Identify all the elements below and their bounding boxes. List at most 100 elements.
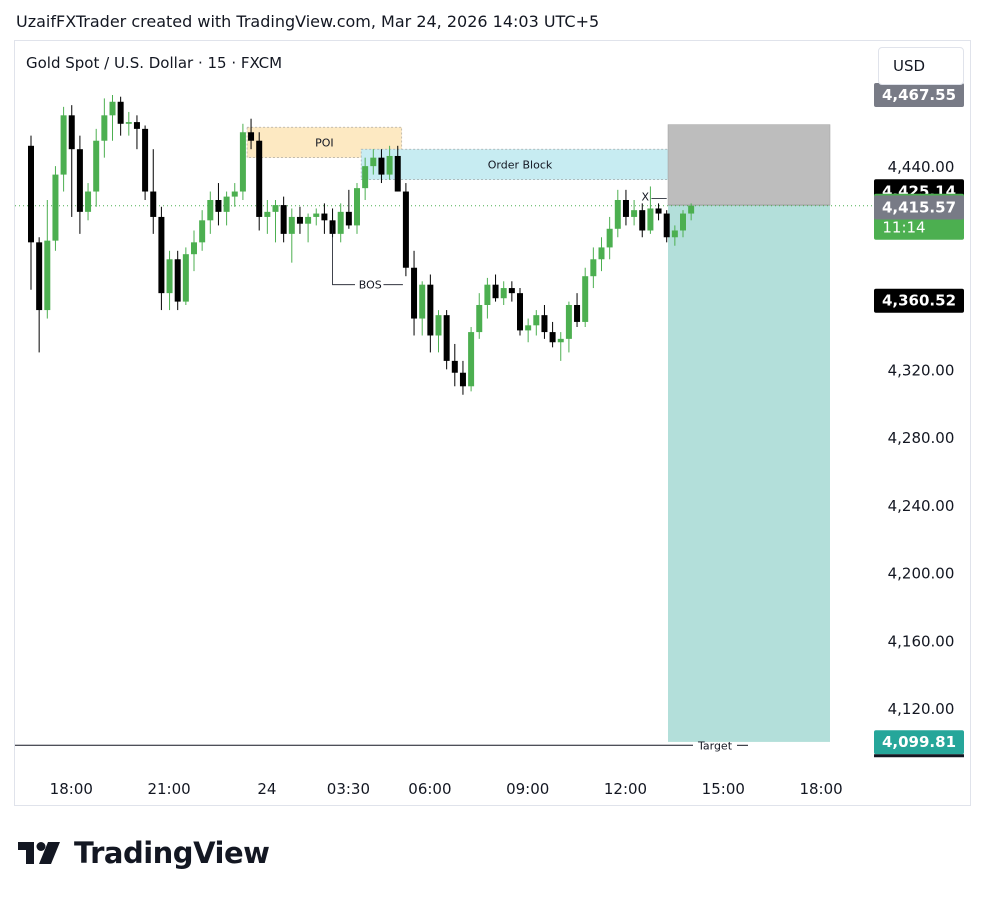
candle-down <box>427 284 434 336</box>
zone-label: POI <box>315 136 334 149</box>
price-label-box <box>874 83 964 107</box>
candle-up <box>386 155 393 175</box>
candle-up <box>565 304 572 339</box>
candle-up <box>93 140 100 192</box>
candle-down <box>402 191 409 268</box>
candle-down <box>517 293 523 331</box>
candle-up <box>582 276 589 322</box>
currency-label: USD <box>893 57 926 75</box>
time-tick-label: 18:00 <box>50 780 93 798</box>
candle-up <box>101 115 108 141</box>
currency-button[interactable]: USD <box>878 47 964 85</box>
candle-down <box>28 145 34 243</box>
candle-up <box>313 213 320 217</box>
zone-label: Order Block <box>488 158 553 171</box>
bos-line <box>332 225 355 286</box>
candle-up <box>557 338 564 343</box>
annotations-layer: BOS X Target <box>15 191 748 752</box>
price-axis: 4,440.00 4,320.00 4,280.00 4,240.00 4,200.00… <box>888 158 955 718</box>
candle-up <box>52 174 59 241</box>
time-tick-label: 12:00 <box>604 780 647 798</box>
symbol-title[interactable]: Gold Spot / U.S. Dollar · 15 · FXCM <box>26 54 283 72</box>
price-label-box <box>874 195 964 220</box>
time-tick-label: 09:00 <box>506 780 549 798</box>
candle-up <box>484 284 491 305</box>
candle-up <box>647 208 654 231</box>
candle-down <box>158 216 165 294</box>
price-tick-label: 4,440.00 <box>888 158 955 176</box>
candle-down <box>508 288 515 294</box>
target-label: Target <box>697 739 733 752</box>
price-tick-label: 4,280.00 <box>888 429 955 447</box>
candle-up <box>476 304 483 333</box>
candle-down <box>574 304 581 322</box>
candle-up <box>166 259 173 294</box>
candle-down <box>280 205 287 234</box>
candle-up <box>223 196 230 212</box>
candle-down <box>133 122 140 129</box>
candle-down <box>117 101 124 124</box>
candle-up <box>125 122 132 124</box>
candle-up <box>590 259 597 277</box>
candle-down <box>256 140 263 217</box>
candle-up <box>671 230 678 238</box>
candle-down <box>378 157 385 175</box>
time-tick-label: 03:30 <box>327 780 370 798</box>
candle-up <box>606 228 613 248</box>
candle-up <box>614 199 621 229</box>
candle-up <box>182 254 189 302</box>
bos-label: BOS <box>359 279 382 292</box>
candle-down <box>411 267 418 319</box>
price-labels-layer: 4,467.554,425.144,416.6411:144,415.574,3… <box>874 83 964 758</box>
candle-down <box>394 155 401 192</box>
time-tick-label: 15:00 <box>702 780 745 798</box>
candle-up <box>305 216 312 224</box>
price-tick-label: 4,320.00 <box>888 361 955 379</box>
candle-down <box>174 259 181 302</box>
candle-up <box>60 115 67 175</box>
candles-layer <box>28 95 695 395</box>
price-tick-label: 4,120.00 <box>888 700 955 718</box>
candle-up <box>109 101 116 116</box>
tradingview-logo[interactable]: TradingView <box>18 836 270 870</box>
candle-up <box>239 132 246 192</box>
brand-name: TradingView <box>74 836 270 870</box>
candle-up <box>525 325 532 331</box>
time-tick-label: 24 <box>257 780 276 798</box>
tradingview-logo-icon <box>18 842 60 864</box>
candle-down <box>36 242 43 311</box>
candle-up <box>191 242 197 255</box>
candle-up <box>288 216 295 234</box>
target-zone <box>668 205 830 742</box>
candle-down <box>549 332 556 343</box>
candle-down <box>150 191 157 217</box>
candle-up <box>231 191 238 197</box>
candle-up <box>500 288 507 299</box>
candle-down <box>142 128 149 192</box>
candle-down <box>321 213 328 221</box>
candle-down <box>443 315 450 361</box>
price-label-box <box>874 288 964 313</box>
price-label-text: 4,360.52 <box>882 292 956 310</box>
time-tick-label: 21:00 <box>147 780 190 798</box>
chart-caption: UzaifFXTrader created with TradingView.c… <box>16 12 600 31</box>
time-axis: 18:00 21:00 24 03:30 06:00 09:00 12:00 15:00 18:… <box>50 780 843 798</box>
countdown-label: 11:14 <box>882 219 925 237</box>
candle-up <box>631 210 638 217</box>
price-label-text: 4,415.57 <box>882 198 956 216</box>
candle-up <box>680 213 686 231</box>
x-label: X <box>641 191 649 204</box>
candle-up <box>419 284 426 319</box>
candle-down <box>459 372 466 387</box>
candle-up <box>85 191 92 212</box>
candle-up <box>44 240 51 311</box>
candle-up <box>199 220 206 243</box>
candle-down <box>296 216 303 224</box>
candle-down <box>248 132 255 141</box>
candle-down <box>451 360 458 373</box>
candle-down <box>655 208 662 214</box>
candle-down <box>492 284 499 299</box>
candle-up <box>533 315 540 326</box>
candle-up <box>435 315 442 336</box>
